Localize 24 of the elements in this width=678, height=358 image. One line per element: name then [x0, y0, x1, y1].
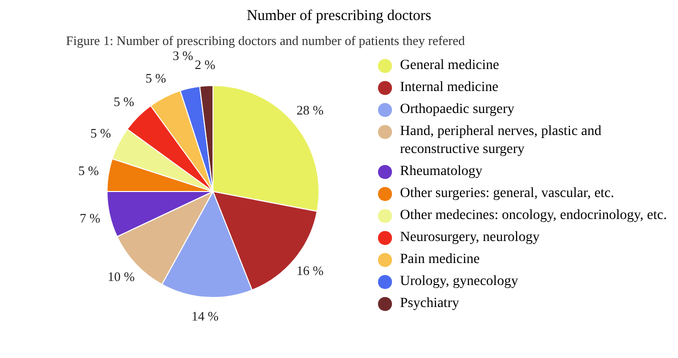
- legend-label: Urology, gynecology: [400, 273, 518, 291]
- legend-label: Psychiatry: [400, 295, 460, 313]
- legend-label: Other surgeries: general, vascular, etc.: [400, 185, 614, 203]
- data-label: 2 %: [194, 57, 216, 72]
- data-label: 10 %: [108, 269, 135, 284]
- legend-label: Orthopaedic surgery: [400, 101, 514, 119]
- data-label: 3 %: [172, 48, 194, 64]
- chart-subtitle: Figure 1: Number of prescribing doctors and number of patients they refered: [66, 33, 466, 49]
- legend-label: Rheumatology: [400, 163, 482, 181]
- legend-label: General medicine: [400, 57, 500, 75]
- data-label: 5 %: [78, 163, 100, 178]
- data-label: 5 %: [114, 94, 134, 109]
- data-label: 14 %: [192, 308, 219, 324]
- legend-label: Internal medicine: [400, 79, 498, 97]
- data-label: 28 %: [296, 102, 324, 118]
- chart-title: Number of prescribing doctors: [246, 8, 432, 25]
- data-label: 16 %: [296, 263, 324, 278]
- legend-label: Other medecines: oncology, endocrinology, etc.: [400, 207, 667, 225]
- data-label: 5 %: [90, 126, 112, 141]
- data-label: 7 %: [80, 210, 100, 226]
- data-label: 5 %: [146, 70, 166, 86]
- legend-label: Hand, peripheral nerves, plastic and reconstructive surgery: [400, 123, 602, 159]
- legend-label: Neurosurgery, neurology: [400, 229, 540, 247]
- legend-label: Pain medicine: [400, 251, 480, 269]
